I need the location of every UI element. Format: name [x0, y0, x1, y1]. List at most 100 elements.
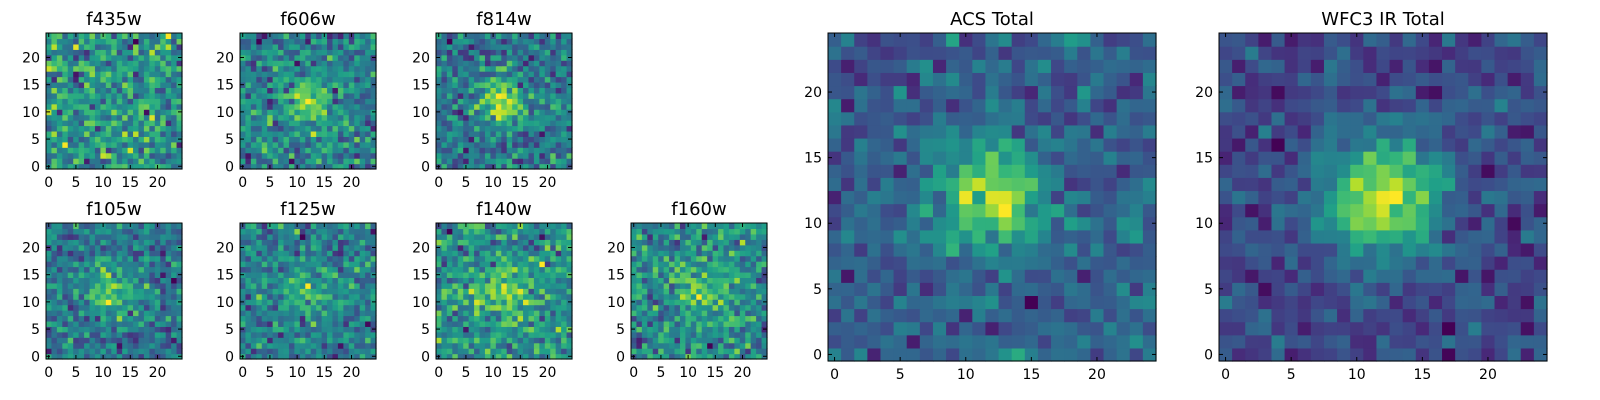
- heatmap-cell: [495, 43, 502, 50]
- heatmap-cell: [100, 71, 107, 78]
- heatmap-cell: [51, 228, 58, 235]
- heatmap-cell: [100, 282, 107, 289]
- heatmap-cell: [539, 342, 546, 349]
- heatmap-cell: [165, 304, 172, 311]
- heatmap-cell: [998, 242, 1013, 257]
- heatmap-cell: [165, 158, 172, 165]
- heatmap-cell: [728, 239, 735, 246]
- heatmap-cell: [84, 271, 91, 278]
- heatmap-cell: [441, 76, 448, 83]
- heatmap-cell: [446, 163, 453, 170]
- heatmap-cell: [138, 81, 145, 88]
- heatmap-cell: [171, 38, 178, 45]
- heatmap-cell: [305, 33, 312, 40]
- heatmap-cell: [316, 114, 323, 121]
- heatmap-cell: [46, 152, 53, 159]
- heatmap-cell: [490, 299, 497, 306]
- heatmap-cell: [51, 81, 58, 88]
- heatmap-cell: [100, 331, 107, 338]
- heatmap-cell: [728, 271, 735, 278]
- heatmap-cell: [133, 282, 140, 289]
- heatmap-cell: [256, 92, 263, 99]
- heatmap-cell: [636, 250, 643, 257]
- heatmap-cell: [555, 244, 562, 251]
- heatmap-cell: [1037, 164, 1052, 178]
- heatmap-cell: [171, 120, 178, 127]
- heatmap-cell: [1024, 347, 1039, 362]
- heatmap-cell: [51, 353, 58, 360]
- heatmap-cell: [267, 109, 274, 116]
- heatmap-cell: [441, 250, 448, 257]
- heatmap-cell: [685, 277, 692, 284]
- heatmap-cell: [165, 326, 172, 333]
- heatmap-cell: [100, 109, 107, 116]
- heatmap-cell: [154, 250, 161, 257]
- heatmap-cell: [116, 136, 123, 143]
- heatmap-cell: [932, 256, 947, 270]
- heatmap-cell: [561, 65, 568, 72]
- heatmap-cell: [143, 125, 150, 132]
- heatmap-cell: [512, 92, 519, 99]
- heatmap-cell: [674, 337, 681, 344]
- heatmap-cell: [116, 130, 123, 137]
- heatmap-cell: [501, 271, 508, 278]
- heatmap-cell: [457, 326, 464, 333]
- heatmap-cell: [332, 331, 339, 338]
- heatmap-cell: [555, 152, 562, 159]
- heatmap-cell: [149, 310, 156, 317]
- heatmap-cell: [479, 60, 486, 67]
- heatmap-cell: [359, 244, 366, 251]
- heatmap-cell: [452, 342, 459, 349]
- heatmap-cell: [533, 255, 540, 262]
- heatmap-cell: [517, 38, 524, 45]
- heatmap-cell: [436, 282, 443, 289]
- heatmap-cell: [111, 49, 118, 56]
- heatmap-cell: [946, 177, 960, 192]
- heatmap-cell: [550, 342, 557, 349]
- heatmap-cell: [972, 216, 987, 231]
- heatmap-cell: [828, 282, 842, 296]
- heatmap-cell: [550, 38, 557, 45]
- heatmap-cell: [452, 147, 459, 154]
- heatmap-cell: [555, 130, 562, 137]
- heatmap-cell: [337, 163, 344, 170]
- heatmap-cell: [501, 233, 508, 240]
- heatmap-cell: [528, 43, 535, 50]
- heatmap-cell: [566, 103, 573, 110]
- heatmap-cell: [305, 163, 312, 170]
- heatmap-cell: [761, 266, 768, 273]
- heatmap-cell: [468, 65, 475, 72]
- heatmap-cell: [84, 342, 91, 349]
- heatmap-cell: [761, 320, 768, 327]
- heatmap-cell: [240, 87, 247, 94]
- heatmap-cell: [828, 321, 842, 336]
- heatmap-cell: [245, 266, 252, 273]
- heatmap-cell: [245, 337, 252, 344]
- heatmap-cell: [457, 98, 464, 105]
- heatmap-cell: [756, 288, 763, 295]
- heatmap-cell: [310, 288, 317, 295]
- heatmap-cell: [533, 250, 540, 257]
- heatmap-cell: [160, 239, 167, 246]
- heatmap-cell: [707, 244, 714, 251]
- heatmap-cell: [690, 331, 697, 338]
- heatmap-cell: [149, 60, 156, 67]
- heatmap-cell: [343, 250, 350, 257]
- heatmap-cell: [663, 353, 670, 360]
- heatmap-cell: [1103, 242, 1118, 257]
- heatmap-cell: [100, 147, 107, 154]
- heatmap-cell: [652, 342, 659, 349]
- heatmap-cell: [332, 33, 339, 40]
- heatmap-cell: [138, 239, 145, 246]
- heatmap-cell: [78, 239, 85, 246]
- heatmap-cell: [327, 136, 334, 143]
- heatmap-cell: [256, 304, 263, 311]
- heatmap-cell: [245, 228, 252, 235]
- heatmap-cell: [171, 92, 178, 99]
- heatmap-cell: [310, 54, 317, 61]
- heatmap-cell: [73, 109, 80, 116]
- heatmap-cell: [73, 315, 80, 322]
- heatmap-cell: [261, 348, 268, 355]
- heatmap-cell: [539, 288, 546, 295]
